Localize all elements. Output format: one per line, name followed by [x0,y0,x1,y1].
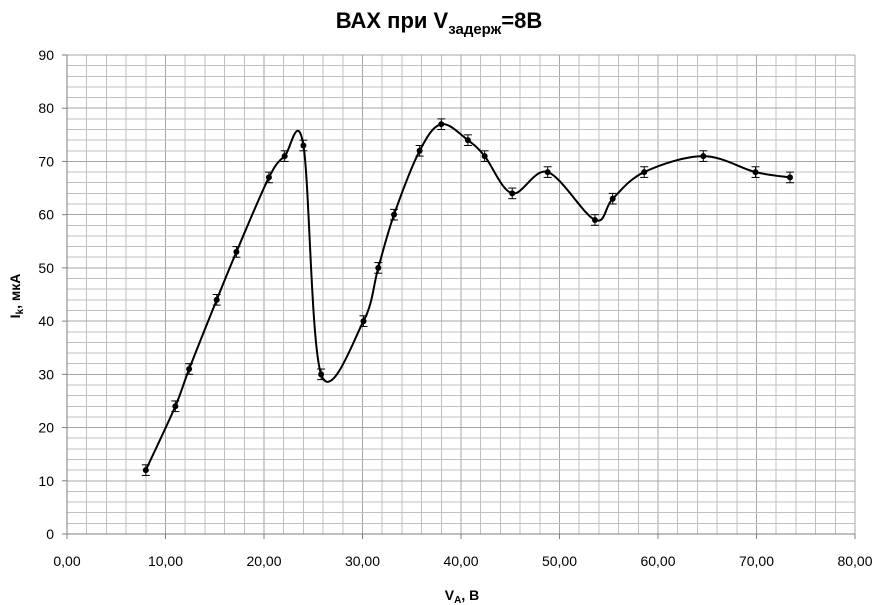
y-axis-label-sub: k [15,308,26,314]
y-axis-label-tail: , мкА [7,274,23,309]
chart-title-tail: =8В [501,8,542,33]
data-point [509,190,516,197]
data-point [281,153,288,160]
data-point [416,147,423,154]
data-point [375,264,382,271]
data-point [318,371,325,378]
y-tick-label: 20 [38,420,54,436]
y-tick-label: 90 [38,47,54,63]
y-tick-label: 0 [46,526,54,542]
y-tick-label: 30 [38,366,54,382]
data-point [265,174,272,181]
data-point [213,296,220,303]
y-tick-label: 40 [38,313,54,329]
x-axis-label-tail: , В [461,587,479,603]
data-point [786,174,793,181]
x-tick-label: 30,00 [345,553,380,569]
x-axis-label-sub: A [454,595,461,605]
x-tick-label: 70,00 [739,553,774,569]
x-axis-label: VA, В [445,587,479,605]
data-point [591,216,598,223]
y-axis-label-main: I [7,314,23,318]
y-tick-label: 50 [38,260,54,276]
data-point [481,153,488,160]
data-point [300,142,307,149]
x-tick-label: 80,00 [837,553,872,569]
x-tick-label: 20,00 [246,553,281,569]
x-axis-label-main: V [445,587,455,603]
y-axis-label: Ik, мкА [7,274,26,319]
tick-labels: 0,00 10,00 20,00 30,00 40,00 50,00 60,00 70,00 8… [38,47,872,569]
y-tick-label: 70 [38,153,54,169]
data-point [142,467,149,474]
data-point [438,121,445,128]
data-point [609,195,616,202]
data-point [360,318,367,325]
data-point [464,137,471,144]
series-curve [144,123,791,471]
data-points [142,121,793,474]
axes [62,54,856,539]
y-tick-label: 10 [38,473,54,489]
x-tick-label: 0,00 [53,553,80,569]
data-point [752,169,759,176]
data-point [172,403,179,410]
x-tick-label: 10,00 [148,553,183,569]
data-point [700,153,707,160]
data-point [641,169,648,176]
data-point [391,211,398,218]
x-tick-label: 50,00 [542,553,577,569]
y-tick-label: 80 [38,100,54,116]
y-tick-label: 60 [38,207,54,223]
x-tick-label: 40,00 [443,553,478,569]
grid [66,54,856,535]
series-line [144,123,791,471]
chart-title-sub: задерж [448,21,501,38]
data-point [544,169,551,176]
data-point [233,248,240,255]
chart-title-main: ВАХ при V [336,8,449,33]
x-tick-label: 60,00 [640,553,675,569]
chart-title: ВАХ при Vзадерж=8В [336,8,543,38]
data-point [186,366,193,373]
